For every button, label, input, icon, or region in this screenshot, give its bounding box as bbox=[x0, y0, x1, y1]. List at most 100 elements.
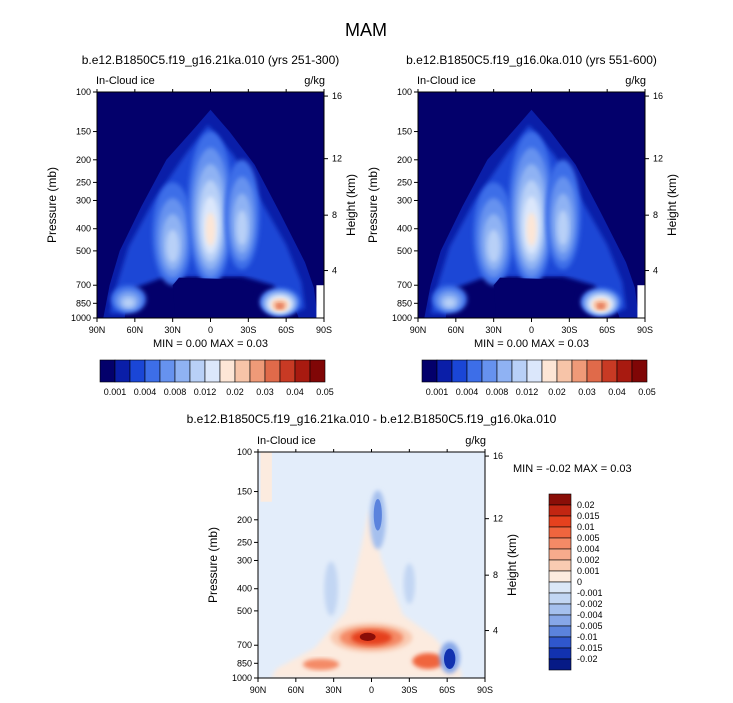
y-tick-label: 1000 bbox=[392, 313, 412, 323]
contour-level bbox=[443, 298, 456, 308]
x-tick-label: 90S bbox=[316, 325, 332, 335]
colorbar-label: 0.015 bbox=[577, 511, 600, 521]
variable-label: In-Cloud ice bbox=[257, 435, 316, 447]
colorbar-swatch bbox=[129, 359, 146, 383]
contour-level bbox=[324, 561, 338, 616]
units-label: g/kg bbox=[465, 435, 486, 447]
colorbar-label: 0 bbox=[577, 577, 582, 587]
contour-level bbox=[205, 212, 216, 247]
contour-level bbox=[260, 452, 272, 502]
colorbar-swatch bbox=[548, 581, 572, 594]
colorbar-swatch bbox=[548, 603, 572, 616]
colorbar-swatch bbox=[264, 359, 281, 383]
x-tick-label: 90N bbox=[410, 325, 427, 335]
y-tick-label: 100 bbox=[237, 447, 252, 457]
below-surface-mask bbox=[316, 285, 324, 318]
colorbar-swatch bbox=[436, 359, 453, 383]
y2-axis-label: Height (km) bbox=[344, 174, 358, 236]
contour-min bbox=[444, 648, 456, 669]
colorbar-label: 0.004 bbox=[456, 387, 479, 397]
colorbar-label: 0.005 bbox=[577, 533, 600, 543]
colorbar-swatch bbox=[541, 359, 558, 383]
y-tick-label: 400 bbox=[76, 224, 91, 234]
colorbar-swatch bbox=[421, 359, 438, 383]
x-tick-label: 60N bbox=[288, 685, 305, 695]
colorbar-swatch bbox=[548, 548, 572, 561]
y-tick-label: 500 bbox=[76, 246, 91, 256]
colorbar-swatch bbox=[548, 625, 572, 638]
colorbar-difference: 0.020.0150.010.0050.0040.0020.0010-0.001… bbox=[548, 493, 603, 671]
colorbar-swatch bbox=[526, 359, 543, 383]
panel-21ka: MIN = 0.00 MAX = 0.03 b.e12.B1850C5.f19_g… bbox=[45, 53, 358, 350]
colorbar-swatch bbox=[451, 359, 468, 383]
colorbar-swatch bbox=[548, 570, 572, 583]
contour-field bbox=[258, 452, 485, 678]
contour-level bbox=[487, 229, 501, 263]
contour-level bbox=[122, 298, 135, 308]
colorbar-swatch bbox=[601, 359, 618, 383]
colorbar-swatch bbox=[548, 493, 572, 506]
colorbar-swatch bbox=[496, 359, 513, 383]
colorbar-swatch bbox=[548, 647, 572, 660]
colorbar-swatch bbox=[571, 359, 588, 383]
y-tick-label: 150 bbox=[237, 487, 252, 497]
y-tick-label: 700 bbox=[76, 280, 91, 290]
colorbar-swatch bbox=[586, 359, 603, 383]
contour-level bbox=[270, 509, 463, 678]
y2-tick-label: 4 bbox=[332, 266, 337, 276]
colorbar-label: 0.04 bbox=[608, 387, 626, 397]
colorbar-label: 0.008 bbox=[164, 387, 187, 397]
colorbar-label: -0.005 bbox=[577, 621, 603, 631]
stats-label: MIN = 0.00 MAX = 0.03 bbox=[153, 338, 268, 350]
contour-field bbox=[97, 92, 324, 318]
colorbar-label: 0.001 bbox=[577, 566, 600, 576]
x-tick-label: 30N bbox=[485, 325, 502, 335]
colorbar-label: 0.03 bbox=[256, 387, 274, 397]
y-tick-label: 300 bbox=[76, 195, 91, 205]
y-tick-label: 200 bbox=[237, 515, 252, 525]
colorbar-label: 0.02 bbox=[548, 387, 566, 397]
contour-level bbox=[597, 304, 604, 309]
contour-level bbox=[236, 210, 248, 246]
colorbar-swatch bbox=[556, 359, 573, 383]
x-tick-label: 0 bbox=[208, 325, 213, 335]
y2-tick-label: 8 bbox=[493, 570, 498, 580]
y2-tick-label: 12 bbox=[493, 514, 503, 524]
y-tick-label: 250 bbox=[237, 537, 252, 547]
contour-level bbox=[526, 212, 537, 247]
y2-tick-label: 16 bbox=[493, 451, 503, 461]
y2-tick-label: 12 bbox=[653, 154, 663, 164]
colorbar-swatch bbox=[204, 359, 221, 383]
contour-level bbox=[276, 304, 283, 309]
y-tick-label: 850 bbox=[397, 298, 412, 308]
x-tick-label: 60N bbox=[127, 325, 144, 335]
colorbar-swatch bbox=[466, 359, 483, 383]
x-tick-label: 30S bbox=[401, 685, 417, 695]
colorbar-swatch bbox=[481, 359, 498, 383]
colorbar-label: 0.02 bbox=[226, 387, 244, 397]
y-tick-label: 400 bbox=[397, 224, 412, 234]
y2-axis-label: Height (km) bbox=[505, 534, 519, 596]
colorbar-swatch bbox=[548, 559, 572, 572]
y2-tick-label: 8 bbox=[332, 210, 337, 220]
colorbar-label: -0.004 bbox=[577, 610, 603, 620]
y2-tick-label: 8 bbox=[653, 210, 658, 220]
x-tick-label: 0 bbox=[369, 685, 374, 695]
y-tick-label: 300 bbox=[237, 555, 252, 565]
colorbar-label: 0.012 bbox=[194, 387, 217, 397]
colorbar-label: 0.001 bbox=[104, 387, 127, 397]
colorbar-label: 0.002 bbox=[577, 555, 600, 565]
panel-title: b.e12.B1850C5.f19_g16.0ka.010 (yrs 551-6… bbox=[406, 53, 657, 67]
colorbar-label: 0.008 bbox=[486, 387, 509, 397]
y-axis-label: Pressure (mb) bbox=[206, 527, 220, 603]
panel-title: b.e12.B1850C5.f19_g16.21ka.010 - b.e12.B… bbox=[187, 412, 557, 426]
colorbar-swatch bbox=[548, 515, 572, 528]
low-level-region bbox=[493, 277, 576, 318]
stats-label: MIN = -0.02 MAX = 0.03 bbox=[513, 463, 632, 475]
colorbar-swatch bbox=[159, 359, 176, 383]
panel-0ka: MIN = 0.00 MAX = 0.03 b.e12.B1850C5.f19_g… bbox=[366, 53, 679, 350]
contour-field bbox=[418, 92, 645, 318]
contour-level bbox=[557, 210, 569, 246]
units-label: g/kg bbox=[625, 75, 646, 87]
y-tick-label: 150 bbox=[76, 127, 91, 137]
